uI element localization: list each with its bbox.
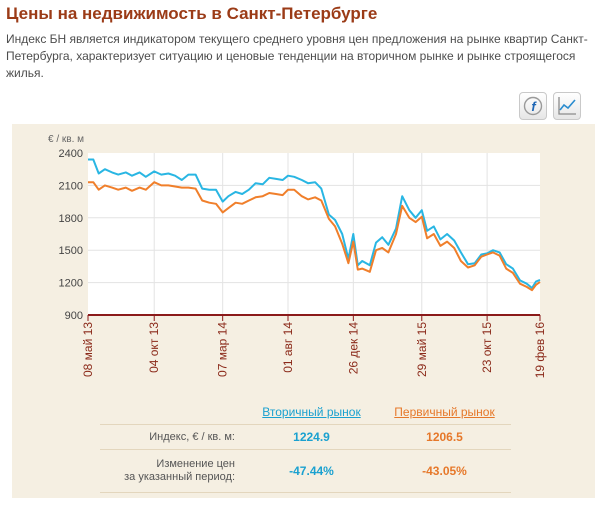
y-tick-label: 1200	[59, 278, 83, 290]
table-header-row: Вторичный рынок Первичный рынок	[100, 400, 511, 425]
series-line-secondary	[88, 158, 541, 289]
plot-area	[88, 153, 540, 315]
primary-index-value: 1206.5	[378, 424, 511, 450]
table-row-change: Изменение цен за указанный период: -47.44…	[100, 449, 511, 493]
primary-change-value: -43.05%	[378, 449, 511, 493]
x-tick-label: 26 дек 14	[346, 322, 360, 375]
secondary-index-value: 1224.9	[245, 424, 378, 450]
secondary-change-value: -47.44%	[245, 449, 378, 493]
line-chart-button[interactable]	[553, 92, 581, 120]
y-tick-label: 900	[65, 310, 83, 322]
change-label: Изменение цен за указанный период:	[100, 449, 245, 493]
page-title: Цены на недвижимость в Санкт-Петербурге	[6, 4, 378, 23]
x-tick-label: 23 окт 15	[480, 322, 494, 373]
y-tick-label: 1500	[59, 245, 83, 257]
x-tick-label: 04 окт 13	[147, 322, 161, 373]
summary-table: Вторичный рынок Первичный рынок Индекс, …	[100, 400, 511, 493]
line-chart-icon	[558, 97, 576, 115]
series-line-primary	[88, 181, 541, 292]
x-tick-label: 07 мар 14	[216, 322, 230, 377]
x-tick-label: 19 фев 16	[533, 322, 547, 379]
x-tick-label: 08 май 13	[81, 322, 95, 377]
x-tick-label: 29 май 15	[415, 322, 429, 377]
table-row-index: Индекс, € / кв. м: 1224.9 1206.5	[100, 424, 511, 450]
y-axis-label: € / кв. м	[48, 134, 84, 145]
primary-market-link[interactable]: Первичный рынок	[394, 405, 495, 419]
y-tick-label: 2400	[59, 148, 83, 160]
svg-text:f: f	[531, 99, 537, 114]
flash-icon: f	[523, 96, 543, 116]
x-tick-label: 01 авг 14	[281, 322, 295, 373]
flash-version-button[interactable]: f	[519, 92, 547, 120]
secondary-market-link[interactable]: Вторичный рынок	[262, 405, 361, 419]
page-description: Индекс БН является индикатором текущего …	[6, 32, 588, 80]
y-tick-label: 2100	[59, 180, 83, 192]
index-label: Индекс, € / кв. м:	[100, 424, 245, 450]
y-tick-label: 1800	[59, 213, 83, 225]
